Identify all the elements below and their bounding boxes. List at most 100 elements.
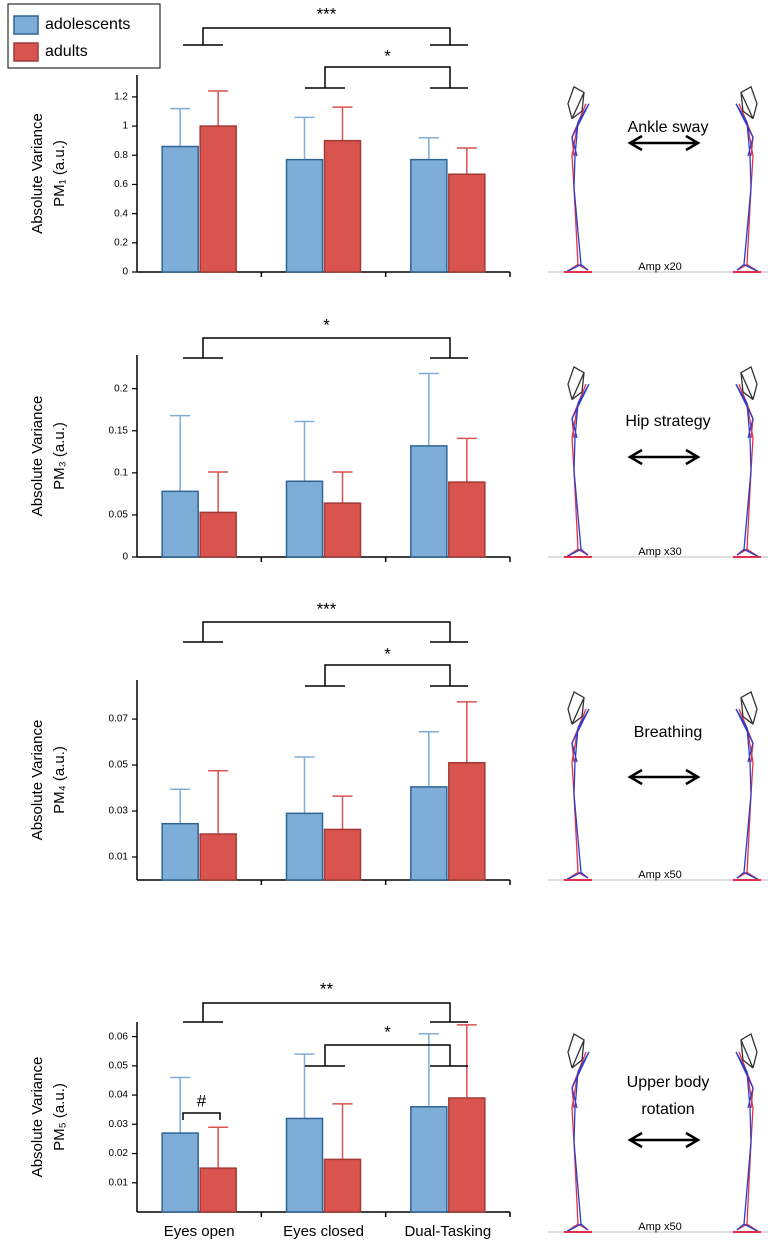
figure-label: Ankle sway: [628, 119, 709, 136]
significance-label: ***: [317, 4, 337, 23]
double-arrow: [627, 1131, 701, 1149]
y-tick-label: 0.03: [109, 806, 129, 817]
y-tick-label: 0: [122, 267, 128, 278]
amplification-label: Amp x30: [638, 546, 681, 558]
bar: [161, 490, 199, 558]
skeleton: [565, 1051, 590, 1233]
y-tick-label: 0.05: [109, 1060, 129, 1071]
bar: [199, 511, 237, 558]
significance-bracket: [182, 1112, 221, 1120]
bar: [199, 1167, 237, 1213]
bar: [199, 125, 237, 273]
bar: [161, 822, 199, 881]
figure-label: Hip strategy: [625, 413, 710, 430]
y-tick-label: 1: [122, 121, 128, 132]
bar: [448, 481, 486, 558]
bar: [448, 173, 486, 273]
bar: [161, 1132, 199, 1213]
y-axis-label: PM₃ (a.u.): [51, 422, 68, 490]
skeleton-head: [567, 1033, 585, 1069]
skeleton-head: [740, 365, 758, 401]
skeleton-head: [740, 85, 758, 120]
y-tick-label: 0.05: [109, 760, 129, 771]
skeleton: [565, 383, 590, 558]
y-axis-label: Absolute Variance: [29, 1057, 46, 1178]
y-tick-label: 0.2: [114, 383, 128, 394]
double-arrow: [627, 134, 701, 152]
y-tick-label: 0.02: [109, 1148, 129, 1159]
y-axis-label: Absolute Variance: [29, 396, 46, 517]
skeleton-head: [567, 85, 585, 120]
double-arrow: [627, 448, 701, 466]
legend-label: adolescents: [45, 16, 130, 33]
y-axis-label: PM₅ (a.u.): [51, 1083, 68, 1151]
bar: [285, 812, 324, 881]
significance-bracket: [183, 621, 468, 643]
amplification-label: Amp x50: [638, 1221, 681, 1233]
y-tick-label: 0.03: [109, 1119, 129, 1130]
y-tick-label: 0.05: [109, 510, 129, 521]
y-axis-label: Absolute Variance: [29, 720, 46, 841]
figure-label: Upper body: [627, 1074, 710, 1091]
significance-label: *: [384, 644, 391, 663]
bar: [448, 762, 486, 881]
y-axis-label: Absolute Variance: [29, 113, 46, 234]
bar: [323, 139, 362, 273]
significance-label: **: [320, 979, 334, 998]
figure-label: rotation: [641, 1101, 694, 1118]
bar: [285, 158, 324, 273]
legend-swatch: [13, 42, 39, 62]
y-tick-label: 0.6: [114, 179, 128, 190]
y-tick-label: 0.07: [109, 714, 129, 725]
y-tick-label: 1.2: [114, 92, 128, 103]
x-tick-label: Dual-Tasking: [404, 1223, 491, 1240]
y-tick-label: 0.04: [109, 1090, 129, 1101]
significance-bracket: [305, 664, 468, 687]
significance-bracket: [183, 27, 468, 46]
significance-label: *: [384, 46, 391, 65]
significance-bracket: [183, 1002, 468, 1023]
bar: [410, 445, 448, 558]
bar: [285, 1117, 324, 1213]
y-tick-label: 0.15: [109, 425, 129, 436]
y-tick-label: 0.4: [114, 208, 128, 219]
significance-label: ***: [317, 599, 337, 618]
bar: [285, 480, 324, 558]
bar: [323, 502, 362, 558]
skeleton-head: [567, 365, 585, 401]
skeleton-head: [567, 690, 585, 725]
y-tick-label: 0.1: [114, 467, 128, 478]
bar: [323, 828, 362, 881]
bar: [410, 786, 448, 881]
figure-label: Breathing: [634, 724, 703, 741]
skeleton: [565, 708, 590, 881]
bar: [161, 145, 199, 273]
y-tick-label: 0.8: [114, 150, 128, 161]
skeleton: [565, 103, 590, 273]
y-axis-label: PM₄ (a.u.): [51, 746, 68, 814]
bar: [410, 1106, 448, 1213]
x-tick-label: Eyes open: [164, 1223, 235, 1240]
significance-label: *: [384, 1022, 391, 1041]
skeleton-head: [740, 690, 758, 725]
x-tick-label: Eyes closed: [283, 1223, 364, 1240]
significance-label: #: [197, 1091, 207, 1110]
significance-bracket: [183, 337, 468, 359]
bar: [448, 1097, 486, 1213]
y-tick-label: 0.06: [109, 1031, 129, 1042]
skeleton: [735, 103, 760, 273]
significance-label: *: [323, 315, 330, 334]
skeleton: [735, 708, 760, 881]
bar: [323, 1158, 362, 1213]
legend-label: adults: [45, 43, 88, 60]
legend-swatch: [13, 15, 39, 35]
skeleton: [735, 1051, 760, 1233]
y-axis-label: PM₁ (a.u.): [51, 140, 68, 207]
bar: [410, 158, 448, 273]
y-tick-label: 0.01: [109, 852, 129, 863]
significance-bracket: [305, 1044, 468, 1067]
double-arrow: [627, 768, 701, 786]
y-tick-label: 0: [122, 552, 128, 563]
skeleton-head: [740, 1033, 758, 1069]
significance-bracket: [305, 66, 468, 89]
